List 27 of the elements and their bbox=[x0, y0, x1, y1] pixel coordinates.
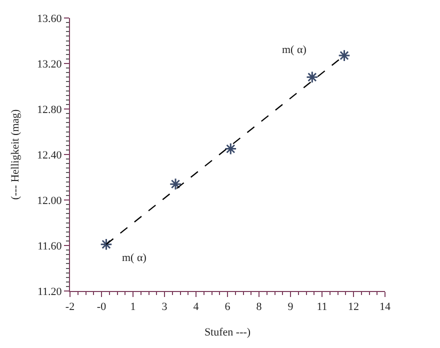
x-tick-label: 11 bbox=[316, 301, 328, 314]
x-tick-label: 3 bbox=[162, 301, 168, 314]
point bbox=[306, 71, 318, 84]
x-tick-label: 6 bbox=[224, 301, 231, 314]
x-tick-label: 14 bbox=[380, 301, 391, 314]
y-tick-label: 12.40 bbox=[37, 149, 62, 162]
y-tick-label: 11.60 bbox=[37, 240, 62, 252]
point bbox=[338, 49, 350, 62]
point bbox=[100, 238, 112, 251]
point bbox=[224, 142, 237, 155]
x-tick-label: 1 bbox=[130, 301, 136, 314]
y-tick-label: 13.20 bbox=[37, 58, 62, 70]
x-tick-label: 8 bbox=[256, 301, 262, 314]
y-tick-label: 12.00 bbox=[37, 194, 62, 207]
y-axis-title: (--- Helligkeit (mag) bbox=[10, 108, 22, 200]
x-tick-label: 12 bbox=[348, 301, 359, 314]
point bbox=[169, 178, 182, 190]
x-tick-label: 4 bbox=[193, 301, 200, 314]
x-tick-label: 9 bbox=[288, 301, 294, 314]
annotation: m( α) bbox=[282, 44, 307, 56]
x-tick-label: -2 bbox=[65, 301, 75, 314]
x-axis-title: Stufen ---) bbox=[204, 326, 251, 338]
y-tick-label: 11.20 bbox=[37, 286, 62, 298]
x-tick-label: -0 bbox=[96, 301, 107, 314]
y-tick-label: 13.60 bbox=[37, 12, 62, 25]
annotation: m( α) bbox=[122, 252, 147, 264]
y-tick-label: 12.80 bbox=[37, 104, 62, 116]
